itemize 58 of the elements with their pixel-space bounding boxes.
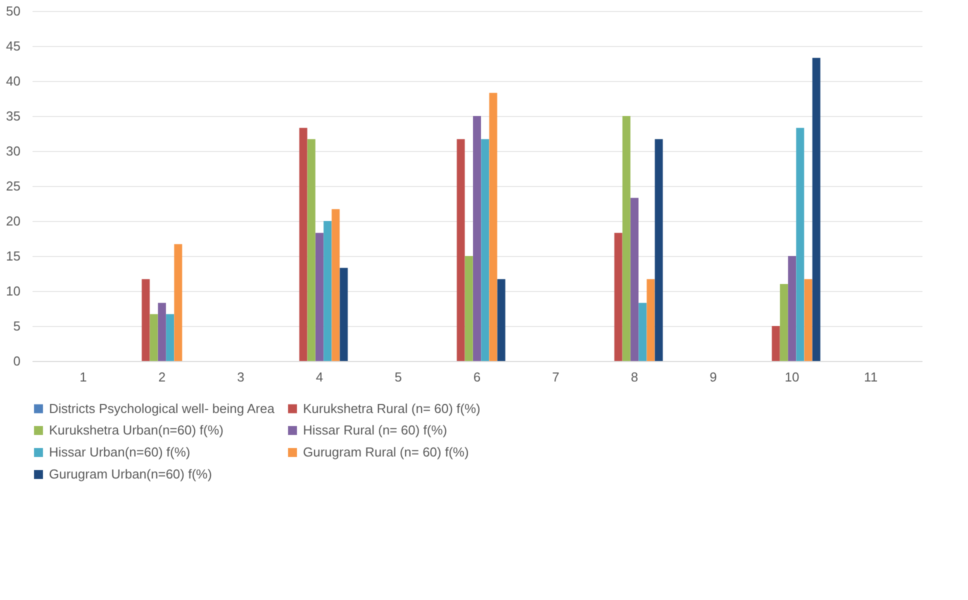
legend-label: Kurukshetra Urban(n=60) f(%): [49, 422, 224, 438]
legend-label: Districts Psychological well- being Area: [49, 400, 276, 416]
y-tick-label: 45: [6, 38, 20, 54]
bar: [622, 116, 630, 361]
y-tick-label: 15: [6, 248, 20, 264]
bar: [150, 314, 158, 361]
x-tick-label: 5: [394, 370, 402, 384]
bar: [166, 314, 174, 361]
bar: [324, 221, 332, 361]
bar: [812, 58, 820, 361]
bar: [299, 128, 308, 361]
x-tick-label: 10: [784, 370, 800, 384]
bar: [489, 92, 498, 361]
bar: [158, 302, 166, 361]
x-tick-label: 7: [552, 370, 560, 384]
y-tick-label: 50: [6, 4, 20, 18]
bar: [772, 326, 780, 361]
legend-label: Hissar Urban(n=60) f(%): [49, 444, 190, 460]
legend-label: Hissar Rural (n= 60) f(%): [303, 422, 448, 438]
bar: [456, 139, 465, 361]
x-tick-label: 2: [158, 370, 166, 384]
y-tick-label: 5: [13, 318, 20, 334]
bar: [497, 279, 506, 361]
bar: [340, 268, 348, 361]
bar: [638, 302, 647, 361]
x-tick-label: 9: [710, 370, 717, 384]
y-tick-label: 10: [6, 284, 20, 298]
bar: [464, 256, 473, 361]
legend-label: Kurukshetra Rural (n= 60) f(%): [303, 400, 480, 416]
y-tick-label: 0: [13, 354, 20, 368]
y-tick-label: 40: [6, 74, 20, 88]
bar: [796, 128, 804, 361]
bar: [473, 116, 481, 361]
bar: [315, 232, 324, 361]
legend-label: Gurugram Rural (n= 60) f(%): [303, 444, 469, 460]
bar: [804, 279, 812, 361]
y-tick-label: 30: [6, 144, 20, 158]
x-tick-label: 11: [864, 370, 878, 384]
x-tick-label: 4: [316, 370, 324, 384]
bar: [788, 256, 796, 361]
bar: [780, 284, 788, 361]
bar: [630, 198, 639, 361]
bar: [646, 279, 655, 361]
x-tick-label: 1: [80, 370, 87, 384]
bar: [654, 139, 663, 361]
bar: [307, 139, 316, 361]
x-tick-label: 6: [473, 370, 481, 384]
x-tick-label: 3: [237, 370, 244, 384]
y-tick-label: 20: [6, 214, 20, 228]
legend-label: Gurugram Urban(n=60) f(%): [49, 466, 212, 482]
bar: [142, 279, 150, 361]
bar: [332, 209, 340, 361]
y-tick-label: 35: [6, 108, 20, 124]
bar: [174, 244, 182, 361]
bar: [614, 232, 622, 361]
bar: [481, 139, 490, 361]
x-tick-label: 8: [630, 370, 638, 384]
y-tick-label: 25: [6, 178, 20, 194]
